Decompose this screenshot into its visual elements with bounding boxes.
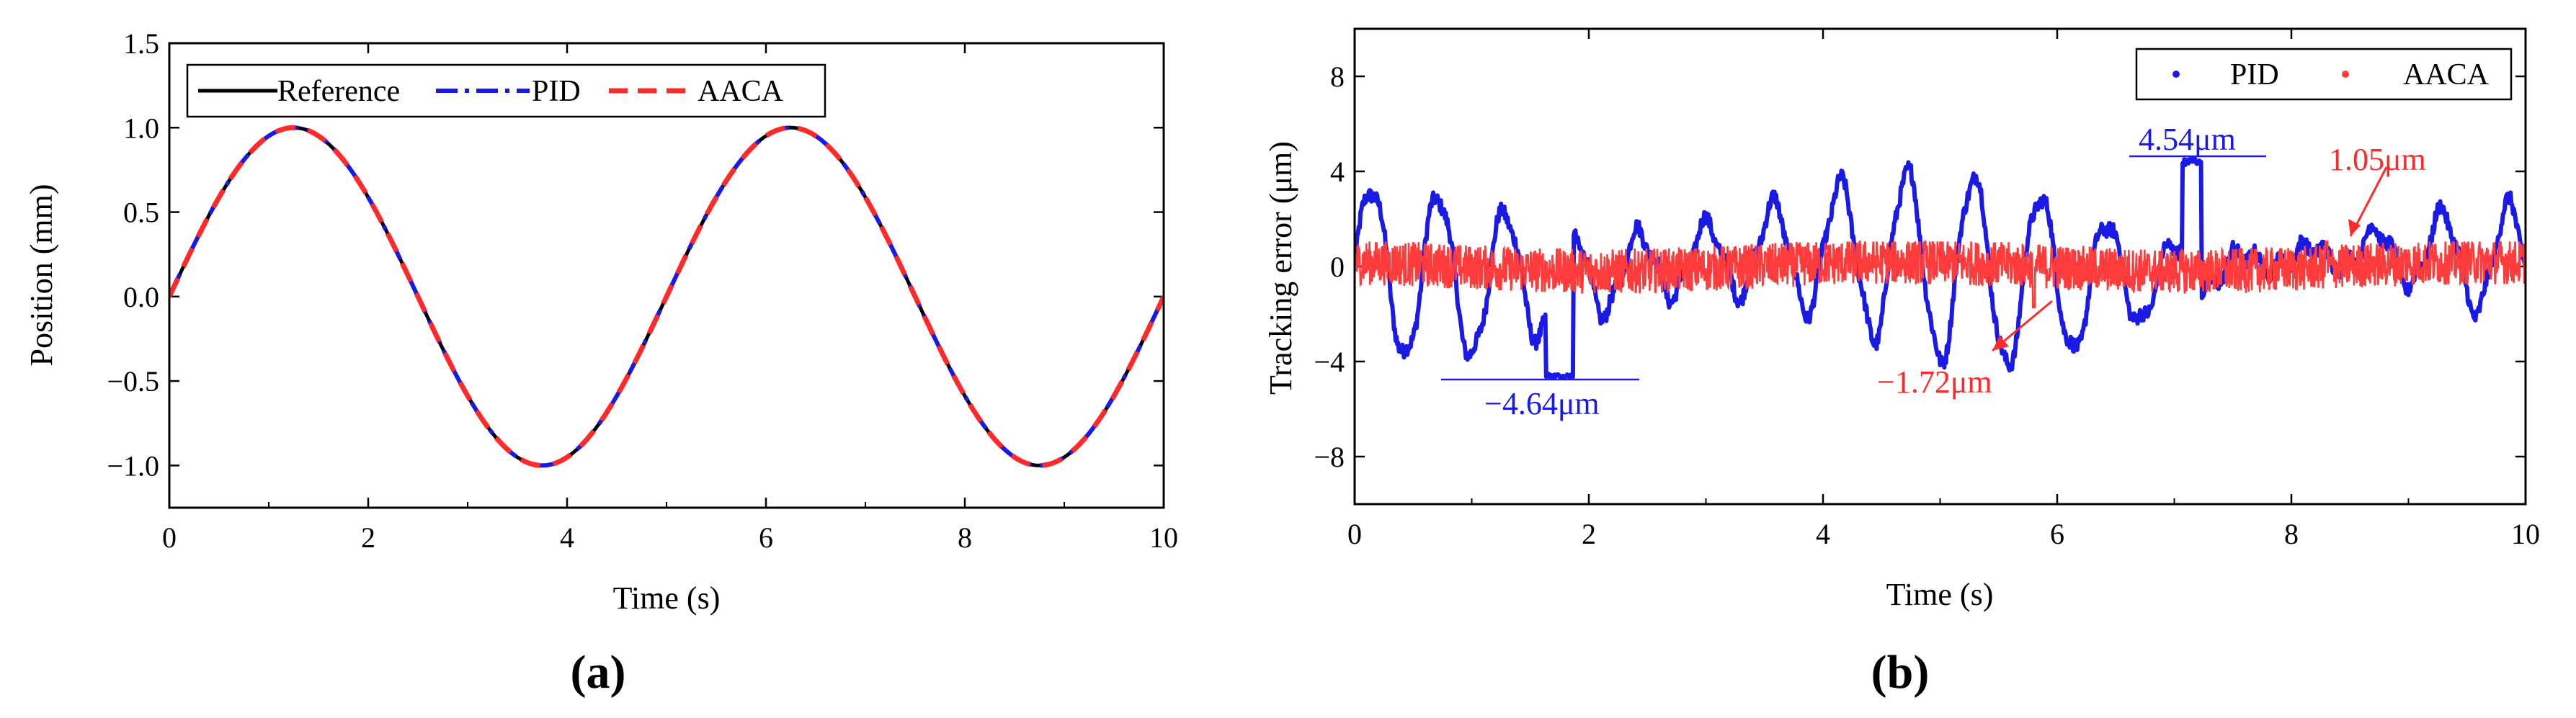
panel-a-y-axis-label: Position (mm) — [24, 184, 59, 366]
panel-a-label: (a) — [571, 646, 626, 699]
panel-b-plot-frame — [1353, 27, 2527, 506]
panel-a-plot-frame — [168, 42, 1165, 509]
x-tick-label: 2 — [1582, 518, 1596, 550]
panel-b-gridlines: 0 2 4 6 8 10 −8 −4 0 4 8 — [1314, 29, 2540, 550]
x-tick-label: 10 — [2511, 518, 2540, 550]
x-tick-label: 8 — [2284, 518, 2299, 550]
annotation-aaca-max: 1.05μm — [2329, 142, 2426, 177]
legend-label-reference: Reference — [277, 75, 400, 108]
y-tick-label: 0.5 — [123, 197, 159, 229]
x-tick-label: 4 — [560, 521, 574, 554]
y-tick-label: 1.0 — [123, 112, 159, 144]
legend-frame — [186, 63, 826, 118]
y-tick-label: −4 — [1314, 346, 1345, 378]
panel-b-legend: PID AACA — [2135, 48, 2513, 101]
x-tick-label: 4 — [1816, 518, 1830, 550]
legend-label-aaca: AACA — [698, 75, 784, 108]
x-tick-label: 2 — [361, 521, 375, 554]
panel-b-x-axis-label: Time (s) — [1886, 577, 1994, 612]
legend-frame — [2135, 48, 2513, 101]
x-tick-label: 6 — [759, 521, 773, 554]
y-tick-label: 4 — [1330, 156, 1345, 188]
series-line-aaca-error — [1355, 239, 2526, 309]
legend-label-pid: PID — [2230, 58, 2279, 91]
panel-a: 0 2 4 6 8 10 −1.0 −0.5 0.0 0.5 1.0 1.5 Reference PI… — [24, 27, 1178, 699]
x-tick-label: 0 — [1347, 518, 1362, 550]
annotation-pid-min: −4.64μm — [1484, 386, 1600, 421]
y-tick-label: 0.0 — [123, 281, 159, 313]
panel-b-annotations: 4.54μm −4.64μm 1.05μm −1.72μm — [1441, 122, 2426, 421]
panel-b-y-axis-label: Tracking error (μm) — [1263, 141, 1298, 395]
y-tick-label: −8 — [1314, 441, 1345, 473]
panel-a-x-axis-label: Time (s) — [613, 580, 721, 616]
legend-marker-aaca — [2342, 71, 2349, 78]
legend-label-aaca: AACA — [2403, 58, 2490, 91]
legend-label-pid: PID — [532, 75, 581, 108]
panel-a-gridlines: 0 2 4 6 8 10 −1.0 −0.5 0.0 0.5 1.0 1.5 — [107, 27, 1178, 554]
series-line-aaca — [169, 125, 1164, 468]
y-tick-label: 1.5 — [123, 27, 159, 60]
x-tick-label: 6 — [2050, 518, 2064, 550]
annotation-aaca-min: −1.72μm — [1877, 364, 1992, 400]
annotation-pid-max: 4.54μm — [2139, 122, 2236, 157]
panel-a-legend: Reference PID AACA — [186, 63, 826, 118]
panel-b: 0 2 4 6 8 10 −8 −4 0 4 8 4.54μm −4.64μm 1.05μm −1.… — [1263, 27, 2540, 699]
y-tick-label: −1.0 — [107, 449, 159, 482]
annotation-arrowhead-aaca-max — [2348, 219, 2361, 236]
annotation-arrowhead-aaca-min — [1992, 336, 2009, 351]
x-tick-label: 8 — [958, 521, 972, 554]
y-tick-label: 8 — [1330, 60, 1345, 93]
y-tick-label: −0.5 — [107, 365, 159, 398]
x-tick-label: 10 — [1149, 521, 1178, 554]
panel-b-label: (b) — [1871, 646, 1930, 699]
y-tick-label: 0 — [1330, 251, 1345, 283]
legend-marker-pid — [2172, 71, 2180, 78]
x-tick-label: 0 — [162, 521, 177, 554]
